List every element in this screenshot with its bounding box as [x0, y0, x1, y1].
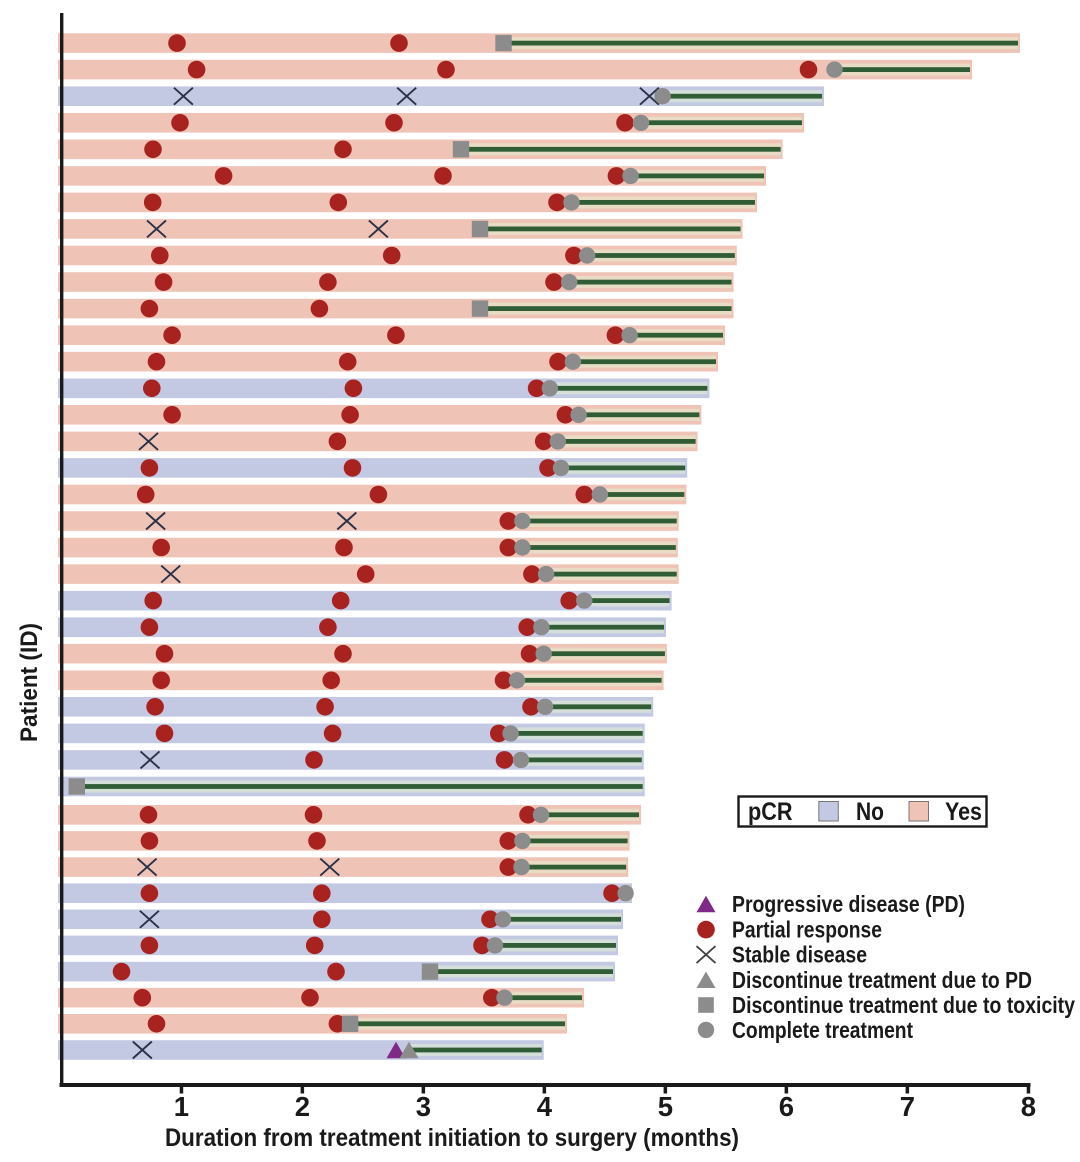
svg-text:Partial response: Partial response	[732, 917, 882, 943]
svg-text:Discontinue treatment due to t: Discontinue treatment due to toxicity	[732, 992, 1075, 1018]
svg-text:8: 8	[1021, 1091, 1036, 1122]
svg-text:2: 2	[295, 1091, 310, 1122]
svg-text:Yes: Yes	[945, 798, 982, 826]
svg-text:No: No	[856, 798, 884, 826]
svg-text:Stable disease: Stable disease	[732, 942, 867, 968]
svg-text:6: 6	[779, 1091, 794, 1122]
svg-text:5: 5	[658, 1091, 673, 1122]
svg-text:Duration from treatment initia: Duration from treatment initiation to su…	[165, 1124, 739, 1152]
svg-text:Complete treatment: Complete treatment	[732, 1017, 913, 1043]
svg-text:4: 4	[537, 1091, 553, 1122]
svg-text:Progressive disease (PD): Progressive disease (PD)	[732, 891, 965, 917]
svg-text:7: 7	[900, 1091, 915, 1122]
svg-text:1: 1	[174, 1091, 189, 1122]
svg-text:Discontinue treatment due to P: Discontinue treatment due to PD	[732, 967, 1032, 993]
svg-text:3: 3	[416, 1091, 431, 1122]
svg-text:pCR: pCR	[748, 798, 793, 826]
svg-text:Patient (ID): Patient (ID)	[16, 623, 43, 742]
